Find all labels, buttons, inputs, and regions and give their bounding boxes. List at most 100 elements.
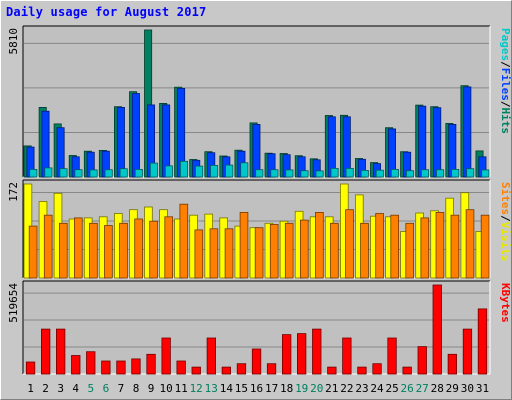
bar-kbytes-day-22 xyxy=(342,337,352,375)
bar-pages-day-25 xyxy=(390,168,399,178)
bar-kbytes-day-20 xyxy=(312,328,322,375)
x-tick-label-day-13: 13 xyxy=(205,382,218,395)
panel-hits-files-pages: 5810 Pages/Files/Hits xyxy=(7,25,512,178)
x-tick-label-day-15: 15 xyxy=(235,382,248,395)
bar-kbytes-day-8 xyxy=(131,358,141,375)
bar-sites-day-16 xyxy=(254,227,264,279)
x-tick-label-day-8: 8 xyxy=(133,382,140,395)
bar-kbytes-day-28 xyxy=(432,284,442,375)
x-tick-label-day-6: 6 xyxy=(103,382,110,395)
bar-sites-day-23 xyxy=(360,222,369,279)
bar-pages-day-16 xyxy=(255,169,264,178)
x-tick-label-day-26: 26 xyxy=(400,382,413,395)
bar-sites-day-31 xyxy=(480,214,490,279)
x-tick-label-day-7: 7 xyxy=(118,382,125,395)
chart-title: Daily usage for August 2017 xyxy=(6,5,207,19)
bar-sites-day-21 xyxy=(330,222,339,279)
bar-kbytes-day-17 xyxy=(266,363,277,375)
bar-kbytes-day-7 xyxy=(116,360,126,375)
x-tick-label-day-22: 22 xyxy=(340,382,353,395)
bar-pages-day-12 xyxy=(195,165,204,178)
x-tick-label-day-19: 19 xyxy=(295,382,308,395)
bar-pages-day-21 xyxy=(330,167,339,178)
bar-pages-day-27 xyxy=(420,169,429,178)
bar-pages-day-22 xyxy=(345,167,354,178)
bar-sites-day-18 xyxy=(284,222,294,279)
legend-entry: Sites xyxy=(499,182,512,215)
legend-entry: Hits xyxy=(499,108,512,135)
bar-pages-day-20 xyxy=(315,170,324,178)
bar-kbytes-day-14 xyxy=(221,366,232,375)
bar-kbytes-day-1 xyxy=(25,361,36,375)
x-tick-label-day-23: 23 xyxy=(355,382,368,395)
bar-files-day-2 xyxy=(41,110,50,178)
bar-pages-day-6 xyxy=(104,169,113,178)
bar-kbytes-day-2 xyxy=(41,328,51,375)
bar-sites-day-20 xyxy=(315,211,324,279)
bar-pages-day-30 xyxy=(466,168,475,178)
bar-files-day-27 xyxy=(418,105,427,178)
bar-sites-day-8 xyxy=(134,218,143,279)
legend-entry: Pages xyxy=(499,28,512,61)
max-label: 519654 xyxy=(7,283,20,323)
bar-kbytes-day-30 xyxy=(462,328,473,375)
bar-pages-day-2 xyxy=(44,167,53,178)
x-tick-label-day-16: 16 xyxy=(250,382,263,395)
bar-kbytes-day-13 xyxy=(206,337,217,375)
bar-sites-day-13 xyxy=(209,228,219,279)
bar-pages-day-15 xyxy=(240,162,249,178)
x-tick-label-day-5: 5 xyxy=(87,382,94,395)
legend-hits-files-pages: Pages/Files/Hits xyxy=(499,28,512,134)
bar-pages-day-3 xyxy=(59,168,68,178)
bar-sites-day-14 xyxy=(224,228,234,279)
bar-kbytes-day-11 xyxy=(176,360,186,375)
bar-pages-day-29 xyxy=(451,168,460,178)
x-tick-label-day-2: 2 xyxy=(42,382,49,395)
bar-sites-day-3 xyxy=(59,222,68,279)
bar-files-day-8 xyxy=(131,93,140,178)
bar-kbytes-day-27 xyxy=(417,346,427,375)
bar-kbytes-day-6 xyxy=(101,360,111,375)
legend-entry: Files xyxy=(499,68,512,101)
bar-files-day-28 xyxy=(433,107,442,178)
bar-kbytes-day-21 xyxy=(327,366,337,375)
x-tick-label-day-10: 10 xyxy=(159,382,172,395)
bar-kbytes-day-26 xyxy=(402,366,412,375)
bar-sites-day-19 xyxy=(299,219,309,279)
x-tick-label-day-28: 28 xyxy=(431,382,444,395)
x-axis-labels: 1 2 3 4 5 6 7 8 9 10 11 12 13 14 15 16 17 18 19 20 21 22 23 24 2… xyxy=(27,382,489,395)
bar-sites-day-1 xyxy=(28,225,38,279)
x-tick-label-day-25: 25 xyxy=(385,382,398,395)
bar-sites-day-2 xyxy=(43,214,53,279)
bar-sites-day-17 xyxy=(269,223,279,279)
bar-pages-day-14 xyxy=(225,164,234,178)
bar-sites-day-7 xyxy=(119,222,128,279)
bar-kbytes-day-12 xyxy=(191,366,201,375)
bar-sites-day-27 xyxy=(420,217,430,279)
x-tick-label-day-9: 9 xyxy=(148,382,155,395)
bar-pages-day-17 xyxy=(270,169,279,178)
x-tick-label-day-21: 21 xyxy=(325,382,338,395)
bar-files-day-21 xyxy=(327,116,336,178)
bar-pages-day-5 xyxy=(89,169,98,178)
x-tick-label-day-1: 1 xyxy=(27,382,34,395)
max-label: 5810 xyxy=(7,28,20,55)
bar-sites-day-9 xyxy=(149,220,158,279)
x-tick-label-day-12: 12 xyxy=(190,382,203,395)
legend-entry: / xyxy=(499,215,512,222)
bar-pages-day-26 xyxy=(405,170,414,178)
x-tick-label-day-31: 31 xyxy=(476,382,489,395)
bar-kbytes-day-18 xyxy=(281,334,292,375)
bar-kbytes-day-16 xyxy=(251,348,262,375)
bar-files-day-30 xyxy=(463,86,472,178)
panel-visits-sites: 172 Sites/Visits xyxy=(7,179,512,279)
bar-pages-day-7 xyxy=(119,168,128,178)
bar-pages-day-13 xyxy=(210,164,219,178)
bar-pages-day-18 xyxy=(285,169,294,178)
bar-files-day-22 xyxy=(342,116,351,178)
x-tick-label-day-17: 17 xyxy=(265,382,278,395)
bar-kbytes-day-4 xyxy=(71,355,81,375)
bar-pages-day-10 xyxy=(164,165,173,178)
bar-kbytes-day-3 xyxy=(56,328,66,375)
